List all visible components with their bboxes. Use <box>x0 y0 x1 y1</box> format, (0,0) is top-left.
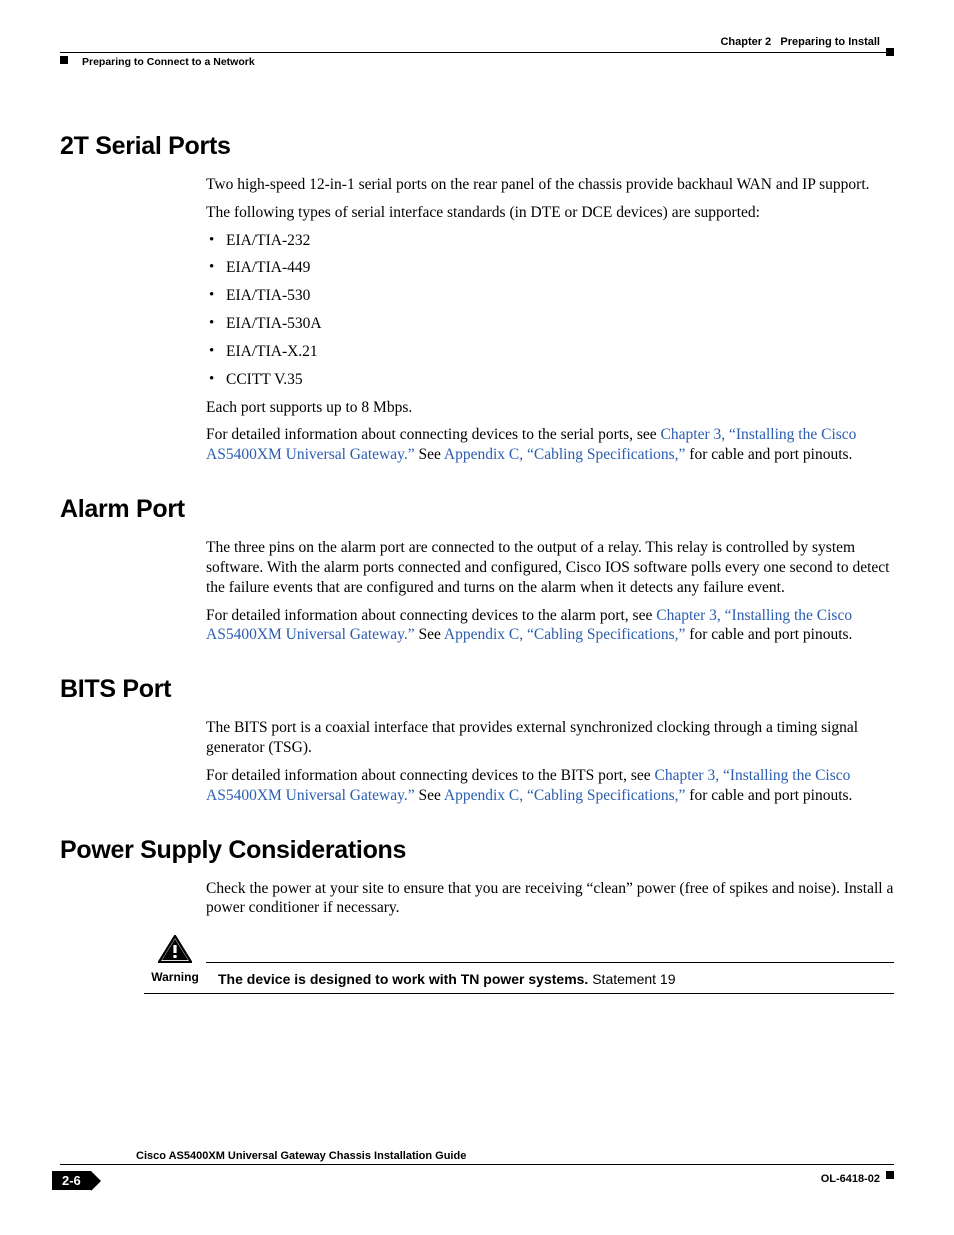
footer-bottom-row: 2-6 OL-6418-02 <box>60 1171 894 1193</box>
text-run: for cable and port pinouts. <box>685 446 852 463</box>
paragraph: The three pins on the alarm port are con… <box>206 538 894 597</box>
section-body-bits-port: The BITS port is a coaxial interface tha… <box>206 718 894 805</box>
warning-block: Warning The device is designed to work w… <box>144 962 894 994</box>
paragraph: Two high-speed 12-in-1 serial ports on t… <box>206 175 894 195</box>
list-item: EIA/TIA-530A <box>206 314 894 334</box>
list-item: EIA/TIA-X.21 <box>206 342 894 362</box>
list-item: CCITT V.35 <box>206 370 894 390</box>
paragraph: For detailed information about connectin… <box>206 425 894 465</box>
paragraph: The following types of serial interface … <box>206 203 894 223</box>
footer-rule <box>60 1164 894 1165</box>
text-run: For detailed information about connectin… <box>206 426 661 443</box>
section-body-2t-serial-ports: Two high-speed 12-in-1 serial ports on t… <box>206 175 894 465</box>
warning-text: The device is designed to work with TN p… <box>218 969 676 987</box>
xref-link-appendixc[interactable]: Appendix C, “Cabling Specifications,” <box>444 626 686 643</box>
header-rule <box>60 52 894 54</box>
text-run: See <box>415 626 444 643</box>
page-footer: Cisco AS5400XM Universal Gateway Chassis… <box>60 1146 894 1193</box>
xref-link-appendixc[interactable]: Appendix C, “Cabling Specifications,” <box>444 446 686 463</box>
header-chapter: Chapter 2 Preparing to Install <box>720 36 880 48</box>
section-heading-alarm-port: Alarm Port <box>60 495 894 524</box>
list-item: EIA/TIA-232 <box>206 231 894 251</box>
footer-book-title: Cisco AS5400XM Universal Gateway Chassis… <box>136 1150 472 1162</box>
section-heading-2t-serial-ports: 2T Serial Ports <box>60 132 894 161</box>
header-square-right <box>886 48 894 56</box>
header-section-title: Preparing to Connect to a Network <box>82 56 255 68</box>
document-id: OL-6418-02 <box>821 1173 880 1185</box>
list-item: EIA/TIA-530 <box>206 286 894 306</box>
section-heading-power-supply: Power Supply Considerations <box>60 836 894 865</box>
page-number-badge: 2-6 <box>52 1171 91 1190</box>
list-item: EIA/TIA-449 <box>206 258 894 278</box>
section-body-power-supply: Check the power at your site to ensure t… <box>206 879 894 919</box>
text-run: See <box>415 446 444 463</box>
paragraph: The BITS port is a coaxial interface tha… <box>206 718 894 758</box>
paragraph: Check the power at your site to ensure t… <box>206 879 894 919</box>
section-body-alarm-port: The three pins on the alarm port are con… <box>206 538 894 645</box>
footer-square-right <box>886 1171 894 1179</box>
header-square-left <box>60 56 68 64</box>
chapter-label: Chapter 2 <box>720 36 771 48</box>
section-heading-bits-port: BITS Port <box>60 675 894 704</box>
xref-link-appendixc[interactable]: Appendix C, “Cabling Specifications,” <box>444 787 686 804</box>
text-run: See <box>415 787 444 804</box>
chapter-title: Preparing to Install <box>780 36 880 48</box>
paragraph: For detailed information about connectin… <box>206 766 894 806</box>
bullet-list: EIA/TIA-232 EIA/TIA-449 EIA/TIA-530 EIA/… <box>206 231 894 390</box>
text-run: For detailed information about connectin… <box>206 607 656 624</box>
text-run: for cable and port pinouts. <box>685 626 852 643</box>
warning-bold-text: The device is designed to work with TN p… <box>218 971 588 987</box>
warning-label: Warning <box>144 970 206 984</box>
page-content: 2T Serial Ports Two high-speed 12-in-1 s… <box>60 132 894 994</box>
paragraph: For detailed information about connectin… <box>206 606 894 646</box>
warning-statement: Statement 19 <box>588 971 675 987</box>
text-run: for cable and port pinouts. <box>685 787 852 804</box>
paragraph: Each port supports up to 8 Mbps. <box>206 398 894 418</box>
page-header: Chapter 2 Preparing to Install Preparing… <box>60 36 894 62</box>
text-run: For detailed information about connectin… <box>206 767 655 784</box>
warning-icon-column: Warning <box>144 935 206 984</box>
warning-triangle-icon <box>158 935 192 963</box>
